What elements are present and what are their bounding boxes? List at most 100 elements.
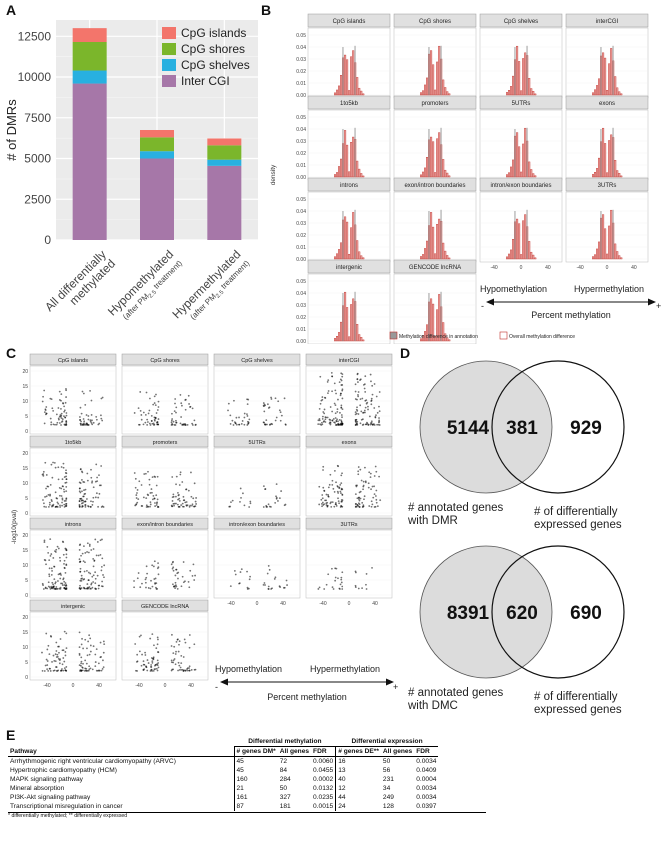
scatter-point bbox=[88, 586, 91, 588]
scatter-point bbox=[47, 493, 50, 496]
scatter-point bbox=[333, 491, 336, 493]
scatter-point bbox=[153, 402, 156, 404]
scatter-point bbox=[174, 653, 177, 655]
scatter-point bbox=[154, 417, 157, 419]
scatter-point bbox=[337, 465, 340, 468]
scatter-point bbox=[92, 548, 95, 550]
scatter-point bbox=[171, 633, 173, 636]
scatter-point bbox=[267, 585, 270, 588]
scatter-point bbox=[84, 500, 87, 503]
scatter-point bbox=[152, 403, 155, 406]
scatter-point bbox=[133, 580, 135, 582]
scatter-point bbox=[368, 415, 371, 418]
scatter-point bbox=[60, 408, 62, 410]
group-header-de: Differential expression bbox=[335, 737, 439, 747]
scatter-point bbox=[363, 495, 366, 498]
histogram-bar bbox=[426, 156, 429, 178]
histogram-bar bbox=[528, 77, 531, 96]
scatter-point bbox=[45, 495, 48, 498]
scatter-point bbox=[149, 505, 151, 508]
scatter-point bbox=[150, 664, 153, 666]
histogram-bar bbox=[614, 243, 617, 260]
scatter-point bbox=[86, 479, 89, 482]
scatter-point bbox=[359, 490, 362, 493]
scatter-point bbox=[79, 416, 81, 418]
scatter-point bbox=[327, 495, 330, 498]
histogram-bar bbox=[606, 253, 609, 260]
histogram-bar bbox=[424, 84, 427, 96]
table-cell: 249 bbox=[382, 794, 394, 801]
scatter-point bbox=[94, 571, 97, 574]
table-cell: 87 bbox=[233, 802, 278, 811]
facet-title: GENCODE lncRNA bbox=[409, 265, 461, 271]
table-cell: 327 bbox=[279, 794, 291, 801]
scatter-point bbox=[327, 486, 330, 489]
histogram-bar bbox=[598, 78, 601, 96]
scatter-point bbox=[191, 407, 194, 410]
scatter-point bbox=[98, 669, 101, 672]
scatter-point bbox=[357, 466, 360, 468]
scatter-point bbox=[57, 407, 60, 409]
y-tick-label: 0.05 bbox=[296, 197, 306, 203]
y-tick-label: 5000 bbox=[24, 152, 51, 166]
scatter-point bbox=[274, 576, 277, 579]
scatter-point bbox=[357, 470, 360, 473]
legend-swatch-filled bbox=[389, 331, 398, 340]
histogram-bar bbox=[532, 254, 535, 260]
scatter-point bbox=[61, 478, 64, 481]
facet-title: interCGI bbox=[339, 358, 360, 364]
scatter-point bbox=[65, 564, 68, 567]
scatter-point bbox=[89, 650, 92, 653]
scatter-point bbox=[321, 415, 324, 418]
scatter-point bbox=[371, 503, 374, 506]
overlay-bar bbox=[428, 211, 430, 259]
scatter-point bbox=[63, 667, 66, 670]
histogram-bar bbox=[592, 174, 595, 178]
y-tick-label: 12500 bbox=[18, 29, 52, 43]
scatter-point bbox=[194, 500, 197, 503]
scatter-point bbox=[330, 505, 333, 508]
scatter-point bbox=[238, 582, 241, 585]
histogram-bar bbox=[350, 141, 353, 178]
scatter-point bbox=[368, 505, 371, 507]
scatter-point bbox=[330, 371, 333, 374]
scatter-point bbox=[82, 499, 85, 502]
y-tick-label: 0.00 bbox=[296, 339, 306, 344]
scatter-point bbox=[190, 669, 193, 671]
scatter-point bbox=[357, 395, 360, 398]
scatter-point bbox=[100, 565, 103, 568]
scatter-point bbox=[100, 417, 103, 420]
venn-label-right: # of differentially bbox=[534, 506, 618, 518]
histogram-bar bbox=[430, 212, 433, 260]
y-tick-label: 0.02 bbox=[296, 69, 306, 75]
scatter-point bbox=[174, 663, 177, 666]
y-tick-label: 5 bbox=[25, 414, 28, 420]
scatter-point bbox=[171, 423, 174, 426]
scatter-point bbox=[48, 559, 51, 562]
scatter-point bbox=[44, 496, 46, 498]
facet-title: intron/exon boundaries bbox=[490, 183, 551, 189]
y-tick-label: 0.02 bbox=[296, 315, 306, 321]
scatter-point bbox=[65, 486, 68, 488]
facet-panel bbox=[121, 611, 209, 681]
scatter-point bbox=[369, 472, 372, 475]
scatter-point bbox=[63, 405, 66, 408]
scatter-point bbox=[79, 419, 82, 421]
scatter-point bbox=[81, 637, 83, 640]
y-tick-label: 0.03 bbox=[296, 57, 306, 63]
scatter-point bbox=[370, 500, 373, 503]
scatter-point bbox=[320, 421, 323, 424]
histogram-bar bbox=[442, 159, 445, 178]
scatter-point bbox=[64, 669, 67, 672]
scatter-point bbox=[334, 389, 337, 392]
scatter-point bbox=[41, 582, 44, 585]
scatter-point bbox=[331, 390, 333, 393]
scatter-point bbox=[91, 481, 93, 484]
scatter-point bbox=[243, 504, 246, 507]
table-cell: 56 bbox=[382, 767, 391, 774]
scatter-point bbox=[246, 403, 249, 406]
histogram-bar bbox=[346, 144, 349, 178]
scatter-point bbox=[57, 466, 60, 469]
scatter-point bbox=[89, 572, 92, 575]
scatter-point bbox=[153, 578, 156, 580]
